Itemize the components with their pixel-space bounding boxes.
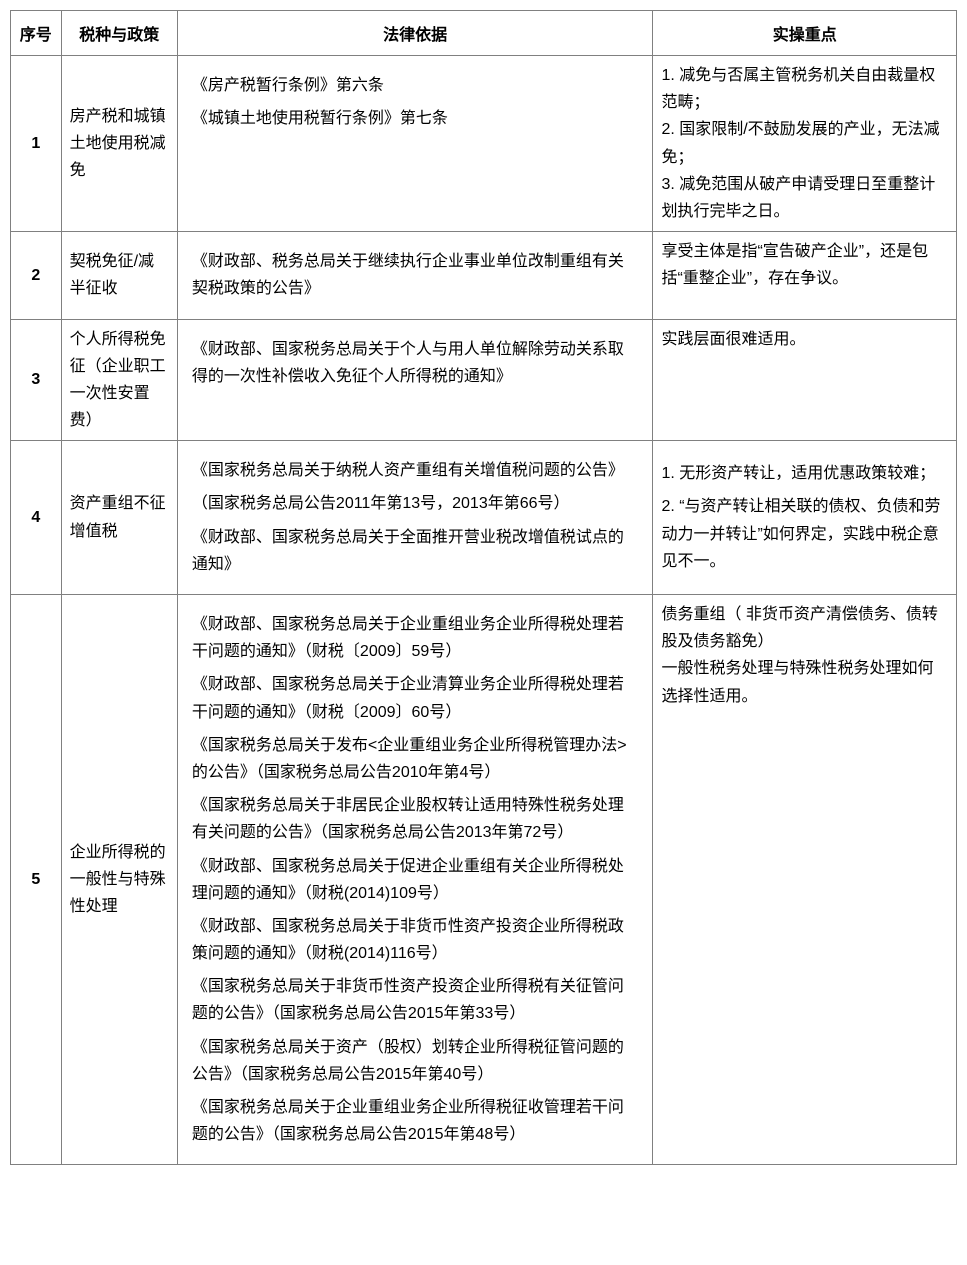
legal-paragraph: 《财政部、国家税务总局关于非货币性资产投资企业所得税政策问题的通知》（财税(20… — [192, 913, 639, 967]
cell-seq: 5 — [11, 595, 62, 1165]
legal-paragraph: 《城镇土地使用税暂行条例》第七条 — [192, 105, 639, 132]
cell-practice: 享受主体是指“宣告破产企业”，还是包括“重整企业”，存在争议。 — [653, 232, 957, 319]
cell-policy: 房产税和城镇土地使用税减免 — [61, 56, 177, 232]
cell-policy: 资产重组不征增值税 — [61, 441, 177, 595]
table-row: 5企业所得税的一般性与特殊性处理《财政部、国家税务总局关于企业重组业务企业所得税… — [11, 595, 957, 1165]
cell-legal: 《国家税务总局关于纳税人资产重组有关增值税问题的公告》 （国家税务总局公告2011… — [177, 441, 653, 595]
legal-paragraph: 《国家税务总局关于企业重组业务企业所得税征收管理若干问题的公告》（国家税务总局公… — [192, 1094, 639, 1148]
legal-paragraph: 《财政部、国家税务总局关于促进企业重组有关企业所得税处理问题的通知》（财税(20… — [192, 853, 639, 907]
legal-paragraph: 《财政部、税务总局关于继续执行企业事业单位改制重组有关契税政策的公告》 — [192, 248, 639, 302]
legal-paragraph: 《国家税务总局关于资产（股权）划转企业所得税征管问题的公告》（国家税务总局公告2… — [192, 1034, 639, 1088]
legal-paragraph: 《国家税务总局关于纳税人资产重组有关增值税问题的公告》 — [192, 457, 639, 484]
cell-practice: 债务重组（ 非货币资产清偿债务、债转股及债务豁免）一般性税务处理与特殊性税务处理… — [653, 595, 957, 1165]
cell-legal: 《财政部、国家税务总局关于企业重组业务企业所得税处理若干问题的通知》（财税〔20… — [177, 595, 653, 1165]
legal-paragraph: 《财政部、国家税务总局关于全面推开营业税改增值税试点的通知》 — [192, 524, 639, 578]
cell-practice: 1. 减免与否属主管税务机关自由裁量权范畴；2. 国家限制/不鼓励发展的产业，无… — [653, 56, 957, 232]
table-row: 4资产重组不征增值税《国家税务总局关于纳税人资产重组有关增值税问题的公告》 （国家… — [11, 441, 957, 595]
practice-line: 实践层面很难适用。 — [661, 326, 948, 353]
practice-line: 3. 减免范围从破产申请受理日至重整计划执行完毕之日。 — [661, 171, 948, 225]
practice-line: 享受主体是指“宣告破产企业”，还是包括“重整企业”，存在争议。 — [661, 238, 948, 292]
practice-line: 2. 国家限制/不鼓励发展的产业，无法减免； — [661, 116, 948, 170]
legal-paragraph: 《房产税暂行条例》第六条 — [192, 72, 639, 99]
table-row: 3个人所得税免征（企业职工一次性安置费） 《财政部、国家税务总局关于个人与用人单位… — [11, 319, 957, 441]
table-body: 1房产税和城镇土地使用税减免《房产税暂行条例》第六条《城镇土地使用税暂行条例》第… — [11, 56, 957, 1165]
cell-seq: 1 — [11, 56, 62, 232]
table-row: 1房产税和城镇土地使用税减免《房产税暂行条例》第六条《城镇土地使用税暂行条例》第… — [11, 56, 957, 232]
tax-policy-table: 序号 税种与政策 法律依据 实操重点 1房产税和城镇土地使用税减免《房产税暂行条… — [10, 10, 957, 1165]
table-header-row: 序号 税种与政策 法律依据 实操重点 — [11, 11, 957, 56]
cell-seq: 4 — [11, 441, 62, 595]
header-practice: 实操重点 — [653, 11, 957, 56]
legal-paragraph: 《财政部、国家税务总局关于企业清算业务企业所得税处理若干问题的通知》（财税〔20… — [192, 671, 639, 725]
practice-line: 一般性税务处理与特殊性税务处理如何选择性适用。 — [661, 655, 948, 709]
practice-line: 债务重组（ 非货币资产清偿债务、债转股及债务豁免） — [661, 601, 948, 655]
header-policy: 税种与政策 — [61, 11, 177, 56]
practice-line: 1. 减免与否属主管税务机关自由裁量权范畴； — [661, 62, 948, 116]
cell-policy: 契税免征/减半征收 — [61, 232, 177, 319]
cell-policy: 个人所得税免征（企业职工一次性安置费） — [61, 319, 177, 441]
cell-legal: 《财政部、国家税务总局关于个人与用人单位解除劳动关系取得的一次性补偿收入免征个人… — [177, 319, 653, 441]
legal-paragraph: 《财政部、国家税务总局关于个人与用人单位解除劳动关系取得的一次性补偿收入免征个人… — [192, 336, 639, 390]
header-legal: 法律依据 — [177, 11, 653, 56]
cell-practice: 1. 无形资产转让，适用优惠政策较难； 2. “与资产转让相关联的债权、负债和劳动… — [653, 441, 957, 595]
header-seq: 序号 — [11, 11, 62, 56]
cell-legal: 《财政部、税务总局关于继续执行企业事业单位改制重组有关契税政策的公告》 — [177, 232, 653, 319]
practice-line: 1. 无形资产转让，适用优惠政策较难； — [661, 460, 948, 487]
legal-paragraph: 《财政部、国家税务总局关于企业重组业务企业所得税处理若干问题的通知》（财税〔20… — [192, 611, 639, 665]
cell-legal: 《房产税暂行条例》第六条《城镇土地使用税暂行条例》第七条 — [177, 56, 653, 232]
cell-seq: 3 — [11, 319, 62, 441]
table-row: 2契税免征/减半征收《财政部、税务总局关于继续执行企业事业单位改制重组有关契税政… — [11, 232, 957, 319]
practice-line: 2. “与资产转让相关联的债权、负债和劳动力一并转让”如何界定，实践中税企意见不… — [661, 493, 948, 575]
legal-paragraph: 《国家税务总局关于非居民企业股权转让适用特殊性税务处理有关问题的公告》（国家税务… — [192, 792, 639, 846]
legal-paragraph: （国家税务总局公告2011年第13号，2013年第66号） — [192, 490, 639, 517]
cell-practice: 实践层面很难适用。 — [653, 319, 957, 441]
cell-policy: 企业所得税的一般性与特殊性处理 — [61, 595, 177, 1165]
legal-paragraph: 《国家税务总局关于发布<企业重组业务企业所得税管理办法>的公告》（国家税务总局公… — [192, 732, 639, 786]
cell-seq: 2 — [11, 232, 62, 319]
legal-paragraph: 《国家税务总局关于非货币性资产投资企业所得税有关征管问题的公告》（国家税务总局公… — [192, 973, 639, 1027]
